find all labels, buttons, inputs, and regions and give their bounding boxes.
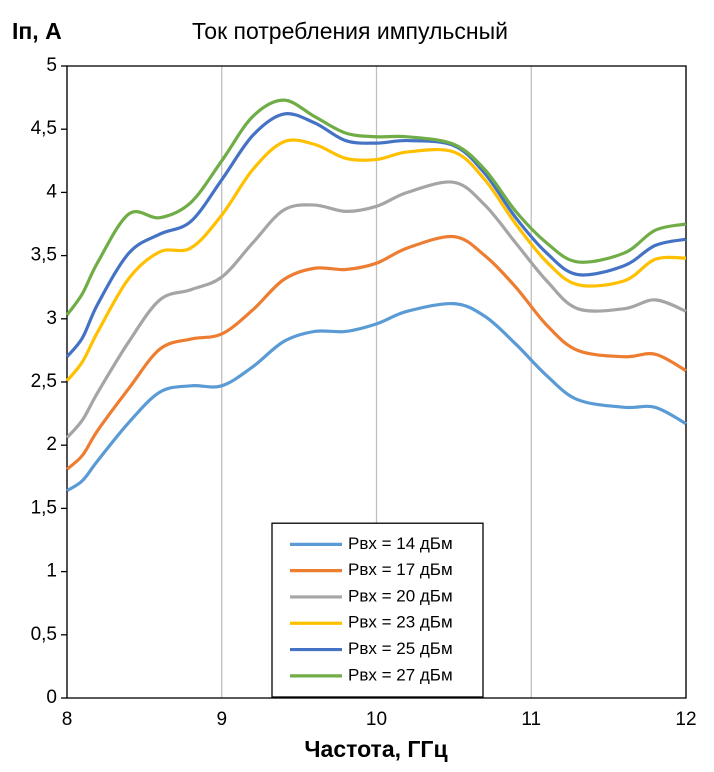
- data-line: [65, 98, 687, 316]
- y-tick-label: 4: [46, 181, 57, 202]
- legend-box: [271, 522, 484, 698]
- legend-label: Pвх = 14 дБм: [348, 534, 453, 553]
- legend-label: Pвх = 20 дБм: [348, 586, 453, 605]
- y-tick-label: 3: [46, 308, 57, 329]
- data-line: [65, 112, 687, 358]
- y-tick-label: 0,5: [31, 624, 57, 645]
- x-tick-label: 10: [366, 709, 387, 730]
- y-tick-label: 2,5: [31, 371, 57, 392]
- y-tick-label: 1,5: [31, 497, 57, 518]
- legend-label: Pвх = 17 дБм: [348, 560, 453, 579]
- legend-label: Pвх = 25 дБм: [348, 639, 453, 658]
- x-tick-label: 8: [62, 709, 73, 730]
- legend-label: Pвх = 23 дБм: [348, 613, 453, 632]
- y-tick-label: 1: [46, 561, 57, 582]
- y-tick-label: 0: [46, 687, 57, 708]
- legend: Pвх = 14 дБм Pвх = 17 дБм Pвх = 20 дБм Pвх …: [271, 522, 484, 698]
- plot-frame: [66, 65, 687, 699]
- x-tick-label: 11: [521, 709, 541, 730]
- data-line: [65, 180, 687, 439]
- x-tick-label: 9: [216, 709, 227, 730]
- chart-title: Ток потребления импульсный: [192, 18, 508, 44]
- legend-label: Pвх = 27 дБм: [348, 665, 453, 684]
- y-tick-label: 2: [46, 434, 57, 455]
- y-axis-label: Iп, А: [12, 18, 62, 44]
- y-tick-label: 4,5: [31, 118, 57, 139]
- x-tick-label: 12: [675, 709, 696, 730]
- x-axis-label: Частота, ГГц: [304, 736, 447, 762]
- data-line: [65, 234, 687, 471]
- y-tick-label: 3,5: [31, 245, 57, 266]
- data-line: [66, 301, 687, 493]
- data-line: [65, 138, 687, 382]
- y-tick-label: 5: [46, 55, 57, 76]
